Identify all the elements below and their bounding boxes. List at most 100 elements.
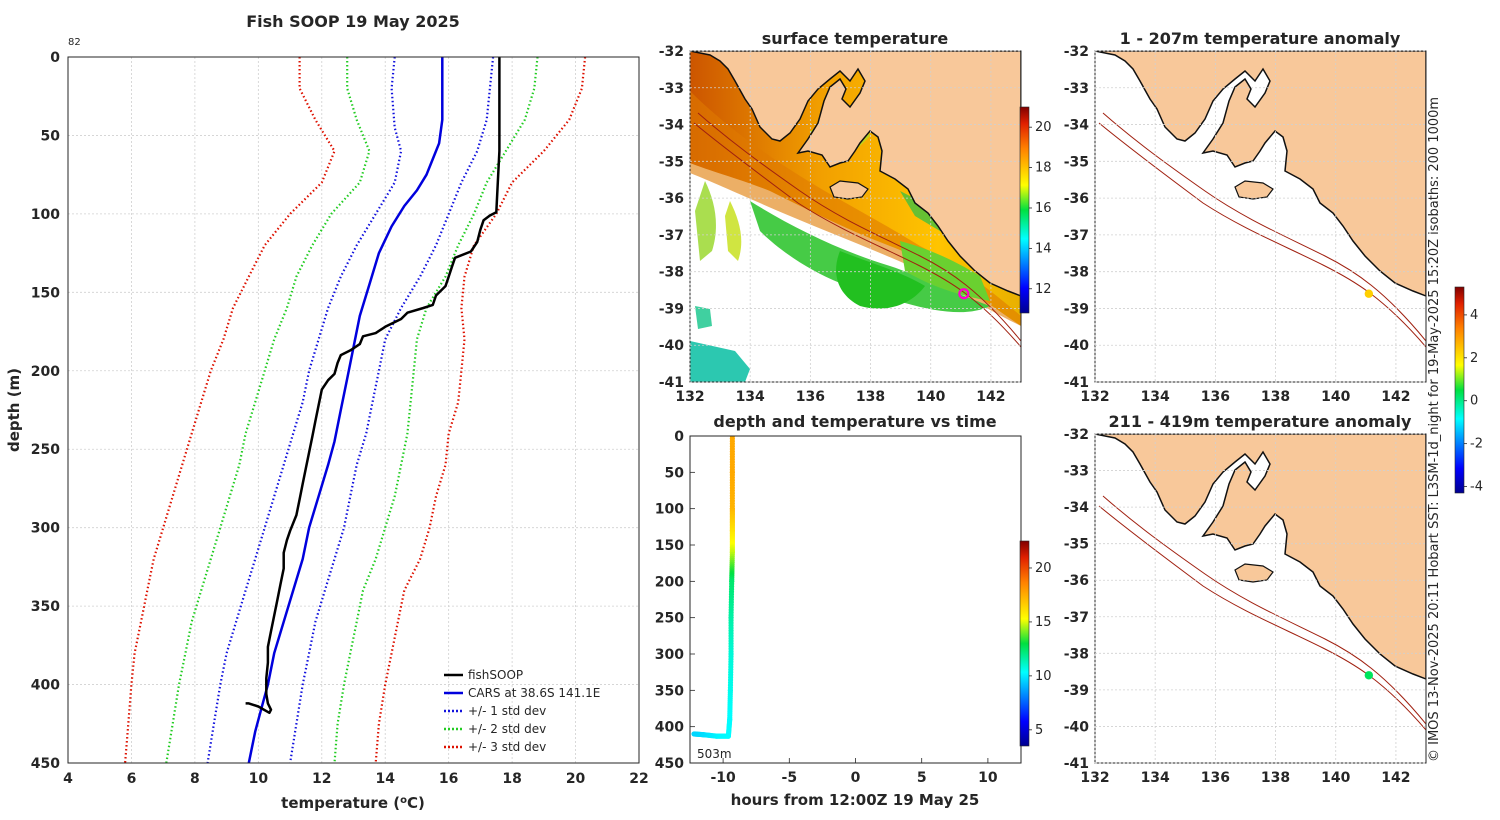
- sst-y-tick: -40: [659, 338, 685, 354]
- profile-series-3: [289, 57, 495, 763]
- profile-series-7: [374, 57, 587, 763]
- dt-colorbar-tick: 5: [1035, 723, 1043, 738]
- a1-y-tick: -40: [1064, 338, 1090, 354]
- a2-y-tick: -36: [1064, 573, 1089, 589]
- profile-series-2: [206, 57, 403, 763]
- profile-x-tick: 8: [190, 771, 200, 787]
- profile-y-tick: 250: [31, 442, 60, 458]
- sst-x-tick: 132: [675, 389, 704, 405]
- a2-y-tick: -39: [1064, 683, 1089, 699]
- dt-depth-label: 503m: [697, 747, 732, 761]
- dt-point: [691, 731, 697, 737]
- a2-title: 211 - 419m temperature anomaly: [1109, 412, 1412, 431]
- sst-colorbar-ticks: 12 14 16 18 20: [1029, 120, 1052, 297]
- profile-x-tick: 10: [249, 771, 269, 787]
- profile-axes-box: [67, 56, 640, 764]
- sst-y-tick: -39: [659, 301, 684, 317]
- a1-y-tick: -36: [1064, 191, 1089, 207]
- dt-x-tick: -10: [710, 770, 736, 786]
- a2-y-tick: -40: [1064, 719, 1090, 735]
- profile-x-tick: 20: [566, 771, 586, 787]
- a1-y-tick: -34: [1064, 118, 1090, 134]
- sst-west-patch: [695, 181, 716, 261]
- dt-colorbar: [1019, 540, 1030, 747]
- legend-cars: CARS at 38.6S 141.1E: [468, 686, 600, 700]
- sst-x-tick: 136: [796, 389, 825, 405]
- dt-y-tick: 150: [655, 538, 684, 554]
- profile-series-4: [165, 57, 371, 763]
- sst-y-tick: -34: [659, 118, 685, 134]
- profile-y-tick: 0: [50, 50, 60, 66]
- sst-x-tick: 134: [736, 389, 765, 405]
- profile-y-tick: 200: [31, 364, 60, 380]
- profile-x-label: temperature (oC): [281, 794, 425, 812]
- a1-y-tick: -32: [1064, 44, 1089, 60]
- dt-colorbar-tick: 10: [1035, 669, 1052, 684]
- dt-y-tick: 300: [655, 647, 684, 663]
- sst-y-tick: -36: [659, 191, 684, 207]
- a1-y-tick: -35: [1064, 154, 1089, 170]
- a1-x-tick: 142: [1381, 389, 1410, 405]
- a1-ticks: 132 134 136 138 140 142 -32 -33 -34 -35 -36 -37 -38 -…: [1064, 44, 1426, 405]
- sst-x-tick: 138: [856, 389, 885, 405]
- profile-y-tick: 450: [31, 756, 60, 772]
- a2-x-tick: 142: [1381, 770, 1410, 786]
- a1-y-tick: -33: [1064, 81, 1089, 97]
- a1-map-area: [1095, 51, 1426, 382]
- a2-x-tick: 136: [1201, 770, 1230, 786]
- sst-west-patch-2: [725, 201, 742, 261]
- profile-y-tick: 50: [41, 128, 61, 144]
- dt-y-tick: 250: [655, 611, 684, 627]
- dt-x-tick: 0: [851, 770, 861, 786]
- a2-y-tick: -33: [1064, 464, 1089, 480]
- a2-x-tick: 134: [1141, 770, 1170, 786]
- sst-map-panel: surface temperature: [659, 29, 1052, 405]
- legend-std2: +/- 2 std dev: [468, 722, 546, 736]
- sst-y-tick: -35: [659, 154, 684, 170]
- anomaly-colorbar-tick: 2: [1470, 351, 1478, 366]
- a1-x-tick: 138: [1261, 389, 1290, 405]
- sst-colorbar-tick: 16: [1035, 201, 1052, 216]
- profile-panel: Fish SOOP 19 May 2025 82 4 6 8 10 12 14 16 18 20…: [5, 12, 649, 812]
- profile-y-tick: 400: [31, 678, 60, 694]
- profile-y-tick: 300: [31, 521, 60, 537]
- a2-x-tick: 138: [1261, 770, 1290, 786]
- a1-y-tick: -37: [1064, 228, 1089, 244]
- dt-y-tick: 50: [665, 465, 685, 481]
- a2-y-tick: -37: [1064, 610, 1089, 626]
- dt-title: depth and temperature vs time: [713, 412, 996, 431]
- anomaly-colorbar-tick: -2: [1470, 437, 1483, 452]
- a1-y-tick: -39: [1064, 301, 1089, 317]
- a2-anomaly-points: [1364, 671, 1374, 680]
- profile-x-tick: 18: [502, 771, 521, 787]
- profile-series-5: [333, 57, 539, 763]
- profile-x-tick: 14: [375, 771, 395, 787]
- profile-legend: fishSOOP CARS at 38.6S 141.1E +/- 1 std …: [444, 668, 600, 754]
- a2-y-tick: -35: [1064, 537, 1089, 553]
- a2-y-tick: -32: [1064, 427, 1089, 443]
- profile-series-1: [247, 57, 444, 763]
- a2-y-tick: -41: [1064, 756, 1089, 772]
- profile-y-tick: 150: [31, 285, 60, 301]
- sst-x-tick: 142: [976, 389, 1005, 405]
- profile-x-tick: 4: [63, 771, 73, 787]
- profile-id-label: 82: [68, 37, 81, 48]
- sst-cold-patch-2: [695, 306, 712, 329]
- sst-y-tick: -33: [659, 81, 684, 97]
- a1-x-tick: 134: [1141, 389, 1170, 405]
- legend-std3: +/- 3 std dev: [468, 740, 546, 754]
- a2-ticks: 132 134 136 138 140 142 -32 -33 -34 -35 -36 -37 -38 -…: [1064, 427, 1426, 786]
- sst-x-tick: 140: [916, 389, 945, 405]
- dt-colorbar-ticks: 5 10 15 20: [1029, 561, 1052, 738]
- dt-y-tick: 350: [655, 683, 684, 699]
- profile-series-0: [245, 57, 501, 715]
- anomaly-colorbar-tick: 4: [1470, 308, 1478, 323]
- profile-y-tick: 350: [31, 599, 60, 615]
- dt-y-tick: 0: [674, 429, 684, 445]
- profile-series: [124, 57, 587, 763]
- dt-axes-box: [689, 435, 1022, 764]
- sst-colorbar-tick: 18: [1035, 161, 1052, 176]
- a2-x-tick: 132: [1080, 770, 1109, 786]
